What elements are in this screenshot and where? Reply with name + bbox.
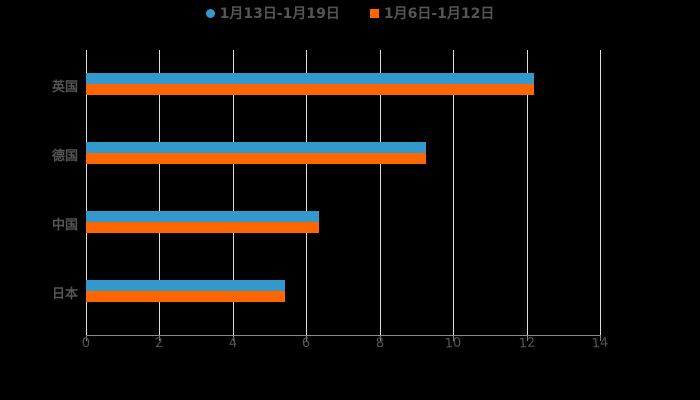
x-tick bbox=[600, 335, 601, 341]
bar[interactable] bbox=[86, 84, 534, 95]
y-category-label: 德国 bbox=[51, 149, 78, 164]
y-category-label: 中国 bbox=[51, 218, 78, 233]
legend-item-week2[interactable]: 1月13日-1月19日 bbox=[205, 4, 340, 22]
bar[interactable] bbox=[86, 73, 534, 84]
x-tick-label: 4 bbox=[228, 335, 238, 352]
x-tick-label: 0 bbox=[81, 335, 91, 352]
x-tick-label: 8 bbox=[375, 335, 385, 352]
gridline bbox=[453, 50, 455, 335]
y-axis-line bbox=[86, 50, 87, 335]
gridline bbox=[379, 50, 381, 335]
bar[interactable] bbox=[86, 291, 285, 302]
legend-item-week1[interactable]: 1月6日-1月12日 bbox=[369, 4, 495, 22]
x-tick bbox=[379, 335, 381, 341]
legend-square-icon bbox=[369, 8, 379, 18]
x-tick-label: 14 bbox=[591, 335, 609, 352]
x-tick bbox=[453, 335, 455, 341]
y-category-label: 英国 bbox=[51, 80, 78, 95]
gridline bbox=[526, 50, 528, 335]
bar[interactable] bbox=[86, 211, 320, 222]
gridline bbox=[159, 50, 161, 335]
x-tick bbox=[232, 335, 234, 341]
x-tick bbox=[526, 335, 528, 341]
x-tick bbox=[306, 335, 308, 341]
x-tick bbox=[159, 335, 161, 341]
gridline bbox=[306, 50, 308, 335]
x-axis-line bbox=[86, 335, 600, 336]
legend-label: 1月13日-1月19日 bbox=[219, 6, 340, 22]
x-tick-label: 12 bbox=[517, 335, 536, 352]
bar[interactable] bbox=[86, 222, 320, 233]
gridline bbox=[232, 50, 234, 335]
x-tick bbox=[86, 335, 87, 341]
x-tick-label: 10 bbox=[444, 335, 462, 352]
gridline bbox=[600, 50, 601, 335]
legend-dot-icon bbox=[205, 8, 215, 18]
legend-label: 1月6日-1月12日 bbox=[383, 6, 495, 22]
x-tick-label: 6 bbox=[301, 335, 311, 352]
bar[interactable] bbox=[86, 153, 426, 164]
bar[interactable] bbox=[86, 142, 426, 153]
chart-legend: 1月13日-1月19日 1月6日-1月12日 bbox=[0, 4, 700, 22]
bar[interactable] bbox=[86, 280, 285, 291]
y-category-label: 日本 bbox=[51, 287, 78, 302]
x-tick-label: 2 bbox=[154, 335, 165, 352]
plot-area bbox=[86, 50, 601, 341]
